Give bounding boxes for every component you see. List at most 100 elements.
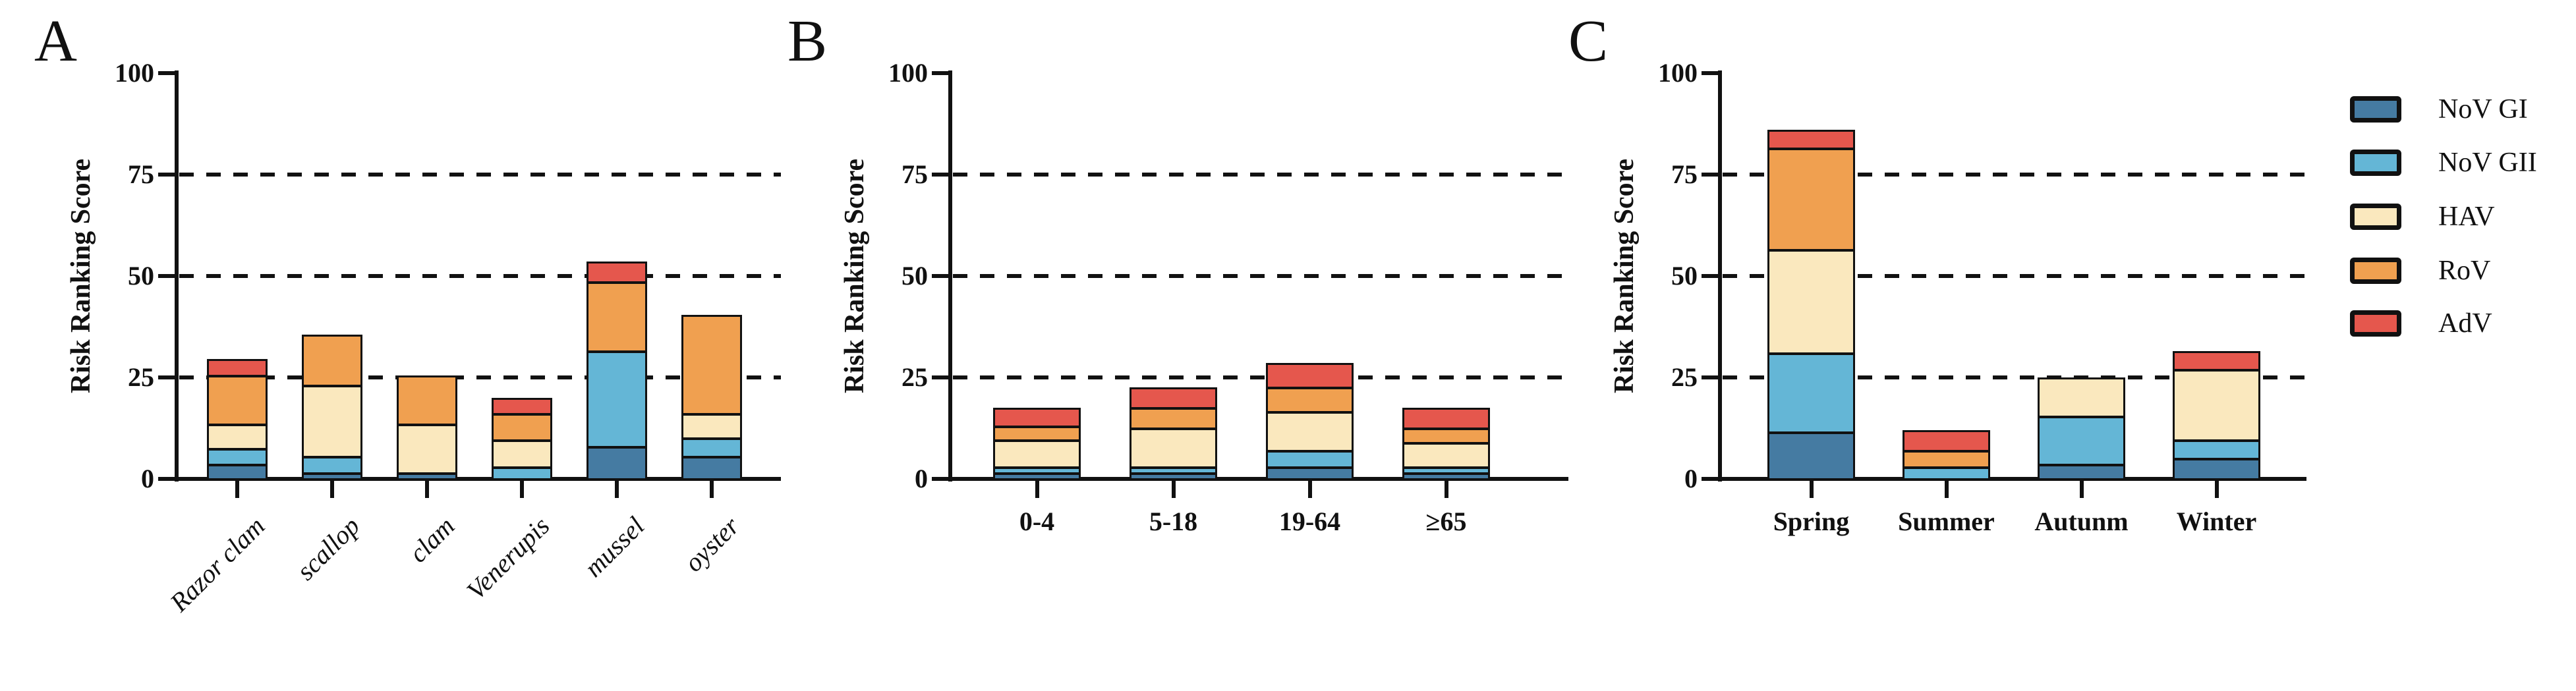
y-tick-label-50: 50 xyxy=(128,261,154,290)
bar-segment-adv xyxy=(2173,350,2260,371)
y-tick-label-0: 0 xyxy=(141,464,154,493)
bar-segment-nov-gii xyxy=(2173,440,2260,460)
gridline-50 xyxy=(953,274,1568,278)
y-tick-label-75: 75 xyxy=(902,159,928,189)
x-category-label: Winter xyxy=(2176,507,2257,536)
bar-segment-nov-gii xyxy=(681,438,742,458)
bar-segment-hav xyxy=(492,440,552,468)
bar-segment-adv xyxy=(1402,408,1490,429)
bar-segment-adv xyxy=(1903,430,1990,452)
x-category-label: Venerupis xyxy=(461,511,556,606)
bar-segment-hav xyxy=(2038,377,2125,418)
y-tick-75 xyxy=(1702,173,1720,177)
bar-segment-rov xyxy=(1402,428,1490,444)
x-category-label: oyster xyxy=(678,511,745,578)
y-tick-25 xyxy=(1702,375,1720,379)
bar-segment-nov-gii xyxy=(1767,353,1855,434)
legend-label-adv: AdV xyxy=(2438,308,2492,339)
x-category-label: clam xyxy=(403,511,461,568)
legend-swatch-rov xyxy=(2350,258,2401,284)
bar-segment-nov-gi xyxy=(207,464,268,480)
y-tick-100 xyxy=(158,71,177,75)
y-tick-label-25: 25 xyxy=(1671,362,1698,392)
x-tick xyxy=(1809,481,1814,498)
x-tick xyxy=(1307,481,1312,498)
x-category-label: mussel xyxy=(578,511,650,583)
bar-segment-nov-gi xyxy=(587,446,647,480)
bar-segment-nov-gii xyxy=(1903,466,1990,480)
bar-segment-hav xyxy=(1402,442,1490,468)
panel-b-letter: B xyxy=(787,9,828,74)
legend-swatch-nov-gi xyxy=(2350,96,2401,123)
x-axis xyxy=(948,477,1568,481)
x-category-label: 5-18 xyxy=(1149,507,1198,536)
panel-a-letter: A xyxy=(34,9,77,74)
x-tick xyxy=(1444,481,1448,498)
y-tick-50 xyxy=(1702,274,1720,278)
bar-segment-hav xyxy=(1767,249,1855,355)
x-tick xyxy=(710,481,714,498)
bar-segment-rov xyxy=(1130,408,1217,429)
bar-segment-hav xyxy=(207,424,268,450)
bar-segment-adv xyxy=(1130,387,1217,410)
legend-label-hav: HAV xyxy=(2438,202,2495,232)
y-tick-0 xyxy=(1702,477,1720,481)
y-tick-75 xyxy=(932,173,950,177)
y-tick-label-75: 75 xyxy=(1671,159,1698,189)
gridline-25 xyxy=(179,375,781,379)
y-tick-50 xyxy=(932,274,950,278)
gridline-25 xyxy=(1723,375,2306,379)
x-tick xyxy=(2214,481,2219,498)
y-tick-label-50: 50 xyxy=(1671,261,1698,290)
y-tick-0 xyxy=(932,477,950,481)
y-axis xyxy=(948,70,952,482)
bar-segment-nov-gii xyxy=(302,456,362,474)
x-tick xyxy=(235,481,239,498)
y-tick-label-100: 100 xyxy=(888,58,928,88)
x-tick xyxy=(330,481,334,498)
bar-segment-rov xyxy=(492,414,552,442)
gridline-75 xyxy=(179,173,781,177)
legend-swatch-nov-gii xyxy=(2350,150,2401,176)
bar-segment-hav xyxy=(1266,412,1354,452)
y-axis xyxy=(1718,70,1722,482)
x-category-label: Spring xyxy=(1773,507,1850,536)
panel-c-letter: C xyxy=(1568,9,1609,74)
y-tick-label-0: 0 xyxy=(915,464,928,493)
x-axis xyxy=(1718,477,2306,481)
x-category-label: scallop xyxy=(291,511,366,586)
x-tick xyxy=(1944,481,1949,498)
x-tick xyxy=(520,481,524,498)
bar-segment-adv xyxy=(492,397,552,416)
gridline-50 xyxy=(1723,274,2306,278)
bar-segment-rov xyxy=(397,375,457,426)
bar-segment-hav xyxy=(993,440,1081,468)
bar-segment-rov xyxy=(681,314,742,416)
y-tick-label-100: 100 xyxy=(115,58,154,88)
y-tick-75 xyxy=(158,173,177,177)
bar-segment-rov xyxy=(1903,450,1990,468)
bar-segment-hav xyxy=(302,385,362,458)
y-tick-100 xyxy=(1702,71,1720,75)
bar-segment-rov xyxy=(207,375,268,426)
bar-segment-rov xyxy=(1767,148,1855,251)
x-category-label: ≥65 xyxy=(1425,507,1467,536)
x-category-label: 0-4 xyxy=(1019,507,1055,536)
y-tick-label-50: 50 xyxy=(902,261,928,290)
bar-segment-rov xyxy=(302,335,362,387)
bar-segment-nov-gi xyxy=(2038,464,2125,480)
gridline-25 xyxy=(953,375,1568,379)
risk-ranking-figure: A B C Risk Ranking Score Risk Ranking Sc… xyxy=(34,9,2537,618)
legend-label-nov-gi: NoV GI xyxy=(2438,94,2528,124)
y-tick-25 xyxy=(932,375,950,379)
bar-segment-adv xyxy=(993,408,1081,428)
y-tick-label-25: 25 xyxy=(128,362,154,392)
x-axis xyxy=(175,477,781,481)
y-tick-label-0: 0 xyxy=(1684,464,1698,493)
legend-label-rov: RoV xyxy=(2438,256,2491,286)
x-tick xyxy=(615,481,619,498)
bar-segment-nov-gi xyxy=(1767,432,1855,480)
y-tick-25 xyxy=(158,375,177,379)
bar-segment-nov-gii xyxy=(1266,450,1354,468)
bar-segment-nov-gii xyxy=(587,350,647,448)
